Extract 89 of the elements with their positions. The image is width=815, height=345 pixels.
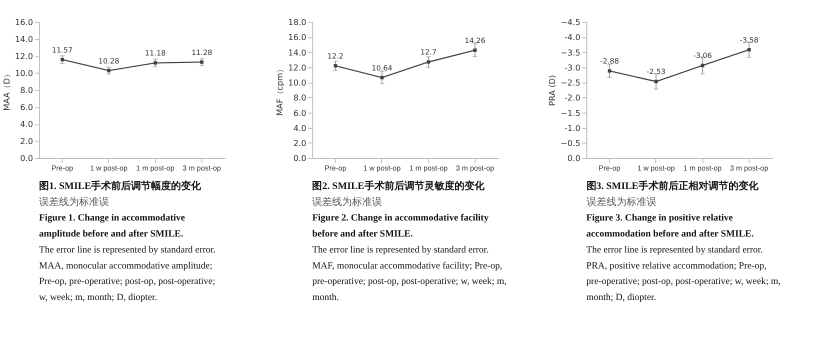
y-tick-label: −2.5: [560, 78, 580, 88]
y-axis-title: MAA（D）: [1, 70, 12, 111]
text: 误差线为标准误: [312, 196, 382, 208]
caption: 图1. SMILE手术前后调节幅度的变化: [39, 180, 202, 192]
point: [700, 64, 704, 68]
data-label: 11.57: [52, 45, 73, 54]
text: pre-operative; post-op, post-operative; w, week; m,: [586, 277, 781, 288]
y-tick-label: 8.0: [20, 85, 34, 96]
data-label: 11.28: [191, 48, 213, 57]
point: [654, 80, 658, 84]
y-tick-label: 16.0: [288, 32, 306, 42]
y-tick-label: −0.5: [560, 138, 580, 148]
text: 误差线为标准误: [39, 196, 110, 208]
y-tick-label: 14.0: [288, 47, 306, 58]
data-label: 12.2: [327, 52, 344, 61]
caption: Figure 2. Change in accommodative facility: [312, 214, 489, 224]
text: amplitude before and after SMILE.: [39, 230, 184, 240]
y-axis-title: PRA (D): [547, 74, 558, 106]
text: The error line is represented by standard error.: [586, 245, 763, 256]
x-tick-label: Pre-op: [51, 163, 74, 172]
text: accommodation before and after SMILE.: [586, 230, 754, 240]
x-tick-label: Pre-op: [324, 163, 346, 172]
point: [334, 64, 338, 68]
y-tick-label: 12.0: [288, 62, 306, 72]
y-tick-label: 0.0: [20, 153, 34, 164]
text: before and after SMILE.: [312, 230, 413, 240]
x-tick-label: 3 m post-op: [182, 163, 221, 172]
text: pre-operative; post-op, post-operative; w, week; m,: [312, 277, 507, 288]
text: month; D, diopter.: [586, 293, 656, 304]
y-tick-label: -3.0: [564, 62, 580, 72]
point: [60, 58, 64, 62]
y-tick-label: 10.0: [14, 68, 34, 78]
data-label: 10.28: [98, 56, 120, 66]
text: PRA, positive relative accommodation; Pre-op,: [586, 261, 767, 272]
caption: Figure 1. Change in accommodative: [39, 214, 186, 224]
y-tick-label: -1.0: [564, 122, 580, 133]
data-label: -3.06: [693, 51, 712, 60]
y-tick-label: 10.0: [288, 78, 306, 88]
caption: 图3. SMILE手术前后正相对调节的变化: [586, 180, 760, 192]
point: [154, 61, 158, 65]
y-tick-label: −1.5: [560, 108, 580, 118]
x-tick-label: 1 w post-op: [363, 163, 401, 172]
data-label: 10.64: [372, 63, 393, 72]
y-tick-label: 0.0: [567, 153, 580, 164]
y-tick-label: 8.0: [293, 92, 306, 103]
text: The error line is represented by standard error.: [312, 245, 489, 256]
x-tick-label: 1 m post-op: [683, 163, 722, 172]
point: [380, 76, 384, 80]
y-tick-label: 2.0: [293, 138, 306, 148]
text: 误差线为标准误: [586, 196, 656, 208]
y-tick-label: −3.5: [560, 47, 580, 58]
y-tick-label: 16.0: [14, 17, 34, 28]
data-label: 14.26: [464, 36, 486, 45]
data-label: -2.88: [600, 56, 620, 66]
x-tick-label: 3 m post-op: [730, 163, 768, 172]
y-tick-label: -2.0: [564, 92, 580, 103]
data-label: -3.58: [740, 35, 759, 44]
y-tick-label: 6.0: [20, 102, 34, 112]
text: The error line is represented by standard error.: [39, 245, 216, 256]
text: MAF, monocular accommodative facility; Pre-op,: [312, 261, 502, 272]
text: month.: [312, 293, 339, 304]
y-tick-label: 18.0: [288, 17, 306, 28]
point: [473, 48, 477, 52]
y-tick-label: 4.0: [20, 119, 34, 130]
data-label: -2.53: [646, 67, 666, 76]
x-tick-label: Pre-op: [598, 163, 620, 172]
x-tick-label: 3 m post-op: [456, 163, 494, 172]
y-axis-title: MAF（cpm）: [274, 64, 285, 116]
y-tick-label: 4.0: [293, 122, 306, 133]
y-tick-label: −4.5: [560, 17, 580, 28]
caption: 图2. SMILE手术前后调节灵敏度的变化: [312, 180, 486, 192]
x-tick-label: 1 w post-op: [637, 163, 675, 172]
caption: Figure 3. Change in positive relative: [586, 214, 733, 224]
y-tick-label: 0.0: [293, 153, 306, 164]
point: [608, 69, 612, 73]
x-tick-label: 1 m post-op: [409, 163, 448, 172]
y-tick-label: 6.0: [293, 108, 306, 118]
data-label: 11.18: [144, 48, 166, 58]
point: [747, 48, 751, 52]
text: w, week; m, month; D, diopter.: [39, 293, 158, 304]
y-tick-label: -4.0: [564, 32, 580, 42]
x-tick-label: 1 w post-op: [90, 163, 128, 172]
data-label: 12.7: [420, 48, 437, 57]
text: MAA, monocular accommodative amplitude;: [39, 261, 212, 272]
x-tick-label: 1 m post-op: [136, 163, 174, 172]
y-tick-label: 14.0: [14, 34, 34, 44]
y-tick-label: 12.0: [14, 51, 34, 62]
text: Pre-op, pre-operative; post-op, post-operative;: [39, 277, 216, 288]
y-tick-label: 2.0: [20, 136, 34, 146]
